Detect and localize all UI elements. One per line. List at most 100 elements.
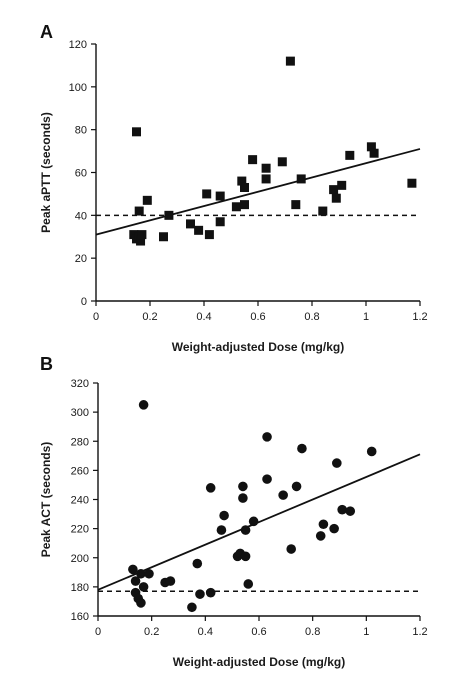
panel-b-y-tick-label: 180 xyxy=(71,582,89,594)
panel-a-y-tick-label: 120 xyxy=(69,39,87,51)
panel-b-y-tick-label: 320 xyxy=(71,378,89,390)
panel-a-data-point xyxy=(240,200,249,210)
panel-a-data-point xyxy=(329,185,339,195)
panel-b-x-tick-label: 0.6 xyxy=(251,626,266,638)
panel-a-y-tick-label: 80 xyxy=(75,125,87,137)
panel-b-data-point xyxy=(219,510,229,521)
panel-b-data-point xyxy=(248,516,259,527)
panel-b-data-point xyxy=(136,598,146,608)
panel-b-data-point xyxy=(329,523,339,534)
panel-b: B 0 0.2 0.4 0.6 0.8 1 1.2 160 180 200 220 240 260 28… xyxy=(39,354,428,669)
panel-a-x-axis-title: Weight-adjusted Dose (mg/kg) xyxy=(172,340,344,354)
panel-a-data-point xyxy=(296,174,306,184)
panel-a-data-point xyxy=(261,163,271,173)
panel-b-x-tick-label: 1.2 xyxy=(412,626,427,638)
panel-b-y-tick-label: 240 xyxy=(71,495,89,507)
panel-a-data-point xyxy=(240,182,249,192)
panel-a-data-point xyxy=(142,195,152,205)
panel-b-data-point xyxy=(291,481,302,492)
panel-b-x-tick-label: 0.4 xyxy=(198,626,213,638)
panel-b-data-point xyxy=(262,432,272,442)
panel-b-data-point xyxy=(192,558,203,569)
panel-b-data-point xyxy=(165,576,176,586)
panel-b-x-tick-label: 0 xyxy=(95,626,101,638)
panel-b-data-point xyxy=(337,504,347,515)
panel-b-y-tick-label: 200 xyxy=(71,553,89,565)
panel-b-data-point xyxy=(205,587,216,598)
panel-a: A 0 0.2 0.4 0.6 0.8 1 1.2 0 20 40 60 80 100 120 Weig… xyxy=(39,22,428,354)
panel-a-data-point xyxy=(369,148,379,158)
panel-a-data-point xyxy=(159,232,168,242)
panel-a-data-point xyxy=(137,230,147,240)
panel-b-x-tick-label: 0.8 xyxy=(305,626,320,638)
panel-b-data-point xyxy=(144,568,154,579)
panel-a-x-tick-label: 0 xyxy=(93,311,99,323)
panel-b-data-point xyxy=(297,443,307,454)
panel-a-x-tick-label: 0.6 xyxy=(250,311,265,323)
panel-b-x-ticks: 0 0.2 0.4 0.6 0.8 1 1.2 xyxy=(95,616,428,638)
panel-b-data-point xyxy=(315,531,326,541)
panel-b-data-point xyxy=(238,481,248,492)
panel-a-data-point xyxy=(407,178,417,188)
panel-b-x-tick-label: 1 xyxy=(363,626,369,638)
panel-a-x-ticks: 0 0.2 0.4 0.6 0.8 1 1.2 xyxy=(93,301,428,323)
panel-a-data-point xyxy=(164,210,174,220)
panel-a-data-point xyxy=(132,127,141,137)
panel-b-data-point xyxy=(238,493,248,503)
panel-b-y-tick-label: 220 xyxy=(71,524,89,536)
panel-a-y-tick-label: 0 xyxy=(81,296,87,308)
panel-b-y-tick-label: 260 xyxy=(71,465,89,477)
panel-b-y-axis-title: Peak ACT (seconds) xyxy=(39,442,53,558)
panel-a-x-tick-label: 0.2 xyxy=(142,311,157,323)
panel-a-data-point xyxy=(291,200,301,210)
panel-b-data-point xyxy=(138,582,149,592)
panel-b-letter: B xyxy=(40,354,53,374)
panel-b-data-point xyxy=(128,564,138,575)
panel-a-y-tick-label: 100 xyxy=(69,82,87,94)
panel-a-data-point xyxy=(237,176,247,186)
panel-b-regression-line xyxy=(97,453,421,591)
panel-a-points xyxy=(129,56,417,246)
panel-a-data-point xyxy=(194,225,204,235)
panel-a-data-point xyxy=(277,157,287,167)
panel-a-regression-line xyxy=(95,148,421,236)
panel-a-data-point xyxy=(186,219,195,229)
panel-a-data-point xyxy=(248,155,258,165)
panel-a-data-point xyxy=(202,189,212,199)
panel-a-data-point xyxy=(318,206,328,216)
panel-b-data-point xyxy=(216,525,227,535)
panel-a-data-point xyxy=(215,217,225,227)
panel-b-data-point xyxy=(195,589,205,599)
panel-b-x-axis-title: Weight-adjusted Dose (mg/kg) xyxy=(173,655,345,669)
panel-b-data-point xyxy=(205,483,216,493)
panel-b-y-ticks: 160 180 200 220 240 260 280 300 320 xyxy=(71,378,98,623)
panel-b-data-point xyxy=(240,525,251,535)
panel-b-data-point xyxy=(138,400,149,410)
panel-a-x-tick-label: 1 xyxy=(363,311,369,323)
panel-a-y-axis-title: Peak aPTT (seconds) xyxy=(39,112,53,233)
panel-b-y-tick-label: 280 xyxy=(71,436,89,448)
panel-a-data-point xyxy=(285,56,295,66)
panel-b-data-point xyxy=(187,602,197,613)
panel-a-data-point xyxy=(331,193,341,203)
panel-a-data-point xyxy=(231,202,241,212)
panel-a-data-point xyxy=(215,191,225,201)
panel-b-data-point xyxy=(366,446,377,457)
panel-b-data-point xyxy=(243,579,254,589)
panel-a-x-tick-label: 0.8 xyxy=(304,311,319,323)
panel-a-x-tick-label: 0.4 xyxy=(196,311,211,323)
panel-a-y-tick-label: 20 xyxy=(75,253,87,265)
panel-a-data-point xyxy=(136,236,146,246)
panel-a-data-point xyxy=(366,142,376,152)
panel-a-letter: A xyxy=(40,22,53,42)
panel-b-data-point xyxy=(278,490,288,500)
panel-b-data-point xyxy=(345,506,356,516)
panel-b-points xyxy=(128,400,377,613)
panel-b-data-point xyxy=(130,576,141,586)
panel-b-data-point xyxy=(262,474,272,484)
panel-b-data-point xyxy=(136,568,146,579)
panel-a-data-point xyxy=(337,180,347,190)
panel-a-data-point xyxy=(134,206,144,216)
panel-a-data-point xyxy=(345,150,355,160)
panel-b-y-tick-label: 160 xyxy=(71,611,89,623)
